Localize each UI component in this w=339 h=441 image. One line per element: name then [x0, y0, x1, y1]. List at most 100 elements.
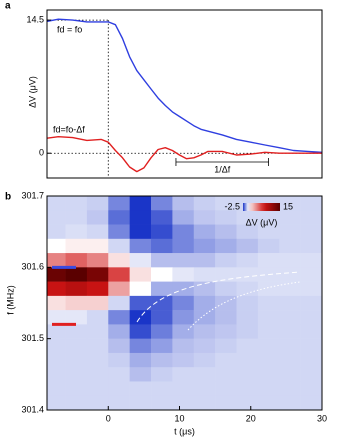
colorbar-label: ΔV (μV) [246, 217, 278, 227]
heatmap-cell [236, 338, 259, 354]
heatmap-cell [172, 196, 195, 211]
heatmap-cell [151, 324, 173, 339]
heatmap-cell [257, 295, 280, 311]
heatmap-cell [279, 238, 301, 254]
heatmap-cell [47, 224, 66, 240]
heatmap-cell [151, 310, 173, 325]
heatmap-cell [215, 367, 237, 382]
heatmap-cell [172, 381, 195, 397]
heatmap-cell [236, 395, 259, 410]
heatmap-cell [300, 281, 322, 297]
panel-b: 0 10 20 30 301.4 301.5 301.6 301.7 t (μs) f (MHz)… [5, 190, 327, 436]
x-tick-label: 30 [317, 413, 327, 423]
heatmap-cell [108, 395, 130, 410]
axes-frame [46, 9, 323, 179]
heatmap-cell [108, 338, 130, 354]
heatmap-cell [129, 295, 152, 311]
heatmap-cell [236, 281, 259, 297]
heatmap-cell [172, 224, 195, 240]
heatmap-cell [129, 381, 152, 397]
heatmap-cell [86, 281, 109, 297]
heatmap-cell [151, 253, 173, 268]
legend-label: fd = fo [57, 24, 82, 34]
heatmap-cell [193, 295, 216, 311]
heatmap-cell [172, 352, 195, 368]
heatmap-cell [236, 295, 259, 311]
x-tick-label: 20 [246, 413, 256, 423]
heatmap-cell [108, 253, 130, 268]
x-tick-label: 0 [106, 413, 111, 423]
heatmap-cell [129, 196, 152, 211]
heatmap-cell [65, 267, 88, 282]
heatmap-cell [257, 381, 280, 397]
heatmap-cell [236, 224, 259, 240]
heatmap-cell [129, 224, 152, 240]
heatmap-cell [129, 324, 152, 339]
heatmap-cell [300, 253, 322, 268]
heatmap-cell [300, 238, 322, 254]
legend-label: fd=fo-Δf [53, 124, 85, 134]
heatmap-cell [108, 224, 130, 240]
heatmap-cell [300, 295, 322, 311]
heatmap-cell [257, 210, 280, 225]
heatmap-cell [47, 395, 66, 410]
heatmap-cell [65, 324, 88, 339]
heatmap-cell [257, 324, 280, 339]
heatmap-cell [172, 367, 195, 382]
y-tick-label: 301.7 [21, 190, 44, 200]
heatmap-cell [300, 267, 322, 282]
heatmap-cell [257, 352, 280, 368]
heatmap-cell [193, 224, 216, 240]
heatmap-cell [47, 381, 66, 397]
heatmap-cell [151, 395, 173, 410]
heatmap-cell [279, 310, 301, 325]
heatmap-cell [300, 367, 322, 382]
heatmap-cell [86, 295, 109, 311]
heatmap-cell [47, 324, 66, 339]
heatmap-cell [151, 352, 173, 368]
heatmap-cell [279, 281, 301, 297]
heatmap-cell [257, 310, 280, 325]
heatmap-cell [172, 338, 195, 354]
heatmap-cell [300, 310, 322, 325]
heatmap-cell [300, 381, 322, 397]
heatmap-cell [193, 395, 216, 410]
heatmap-cell [193, 238, 216, 254]
heatmap-cell [300, 324, 322, 339]
heatmap-cell [47, 267, 66, 282]
heatmap-cell [65, 338, 88, 354]
heatmap-cell [129, 267, 152, 282]
heatmap-cell [65, 253, 88, 268]
heatmap-cell [193, 352, 216, 368]
heatmap-cell [47, 352, 66, 368]
heatmap-cell [86, 324, 109, 339]
y-tick-label: 301.4 [21, 404, 44, 414]
heatmap-cell [129, 338, 152, 354]
heatmap-cell [279, 352, 301, 368]
y-tick-label: 14.5 [26, 14, 44, 24]
heatmap-cell [236, 324, 259, 339]
heatmap-cell [47, 196, 66, 211]
heatmap-cell [108, 367, 130, 382]
heatmap-cell [257, 238, 280, 254]
heatmap-cell [108, 295, 130, 311]
heatmap-cell [257, 253, 280, 268]
heatmap-cell [215, 324, 237, 339]
heatmap-cell [151, 367, 173, 382]
heatmap-cell [47, 295, 66, 311]
heatmap-cell [300, 338, 322, 354]
heatmap-cell [215, 210, 237, 225]
heatmap-cell [279, 196, 301, 211]
heatmap-cell [65, 295, 88, 311]
heatmap-cell [65, 395, 88, 410]
panel-a: fd = fo fd=fo-Δf 1/Δf 14.5 0 ΔV (μV) [26, 9, 323, 179]
heatmap-cell [172, 295, 195, 311]
heatmap-cell [193, 338, 216, 354]
y-tick-label: 0 [39, 148, 44, 158]
heatmap-cell [108, 281, 130, 297]
heatmap-cell [65, 310, 88, 325]
heatmap-cell [65, 196, 88, 211]
heatmap-cell [86, 196, 109, 211]
heatmap-cell [108, 310, 130, 325]
heatmap-cell [151, 196, 173, 211]
